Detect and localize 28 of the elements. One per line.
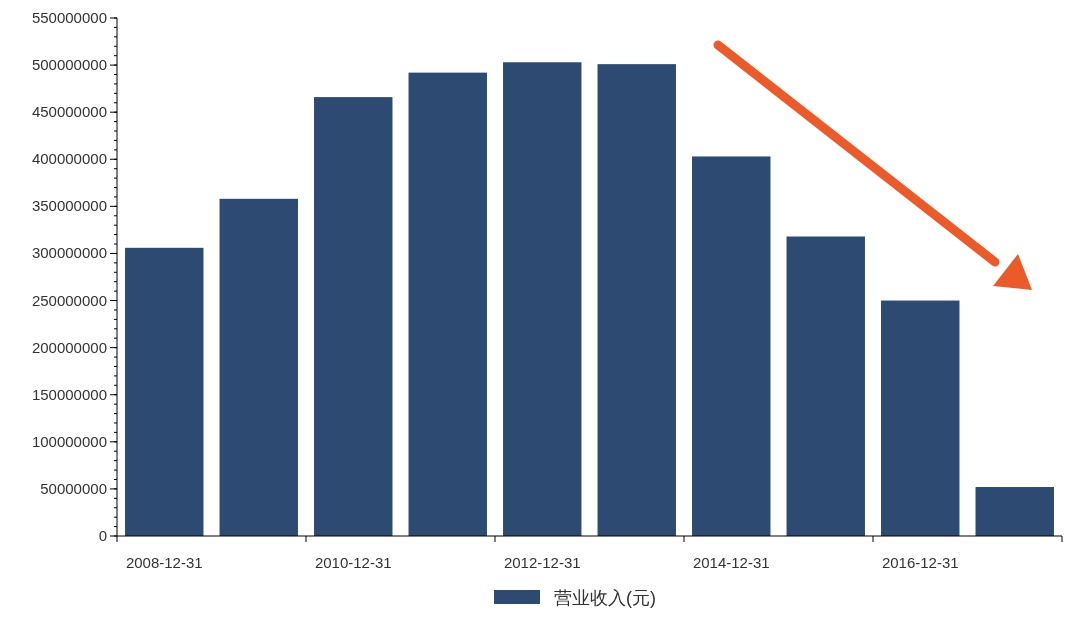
x-tick-label: 2012-12-31 [503, 554, 581, 571]
bar [881, 300, 960, 536]
y-tick-label: 200000000 [31, 338, 107, 356]
y-tick-label: 350000000 [31, 197, 107, 215]
y-tick-label: 500000000 [31, 56, 107, 74]
y-tick-label: 550000000 [31, 9, 107, 26]
y-tick-label: 150000000 [31, 385, 107, 403]
bar [692, 156, 771, 536]
bar [125, 247, 204, 536]
bar [503, 62, 582, 536]
x-tick-label: 2010-12-31 [314, 554, 392, 571]
bar [314, 97, 393, 536]
x-tick-label: 2016-12-31 [881, 554, 959, 571]
y-tick-label: 0 [98, 527, 107, 544]
y-tick-label: 400000000 [31, 150, 107, 168]
y-tick-label: 450000000 [31, 103, 107, 121]
x-tick-label: 2014-12-31 [692, 554, 770, 571]
bar [597, 64, 676, 536]
y-tick-label: 300000000 [31, 244, 107, 262]
bar [219, 198, 298, 536]
bar [408, 72, 487, 536]
y-tick-label: 250000000 [31, 291, 107, 309]
bar [786, 236, 865, 536]
x-tick-label: 2008-12-31 [125, 554, 203, 571]
bar [975, 487, 1054, 536]
y-tick-label: 100000000 [31, 432, 107, 450]
y-tick-label: 50000000 [40, 479, 107, 497]
legend-label: 营业收入(元) [554, 588, 656, 608]
